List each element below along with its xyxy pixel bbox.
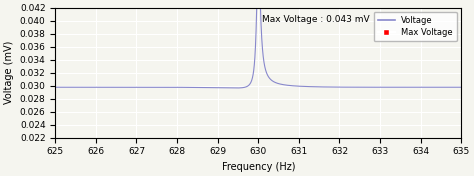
X-axis label: Frequency (Hz): Frequency (Hz) — [221, 162, 295, 172]
Legend: Voltage, Max Voltage: Voltage, Max Voltage — [374, 12, 457, 42]
Y-axis label: Voltage (mV): Voltage (mV) — [4, 41, 14, 104]
Text: Max Voltage : 0.043 mV: Max Voltage : 0.043 mV — [262, 15, 370, 24]
